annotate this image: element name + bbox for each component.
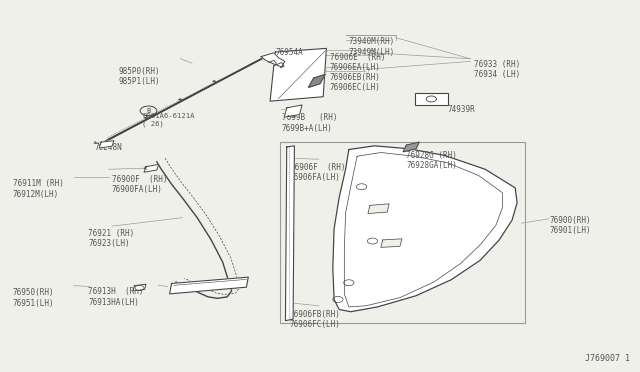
Text: 985P0(RH)
985P1(LH): 985P0(RH) 985P1(LH) — [118, 67, 160, 86]
Polygon shape — [381, 239, 402, 247]
Text: 76954A: 76954A — [275, 48, 303, 57]
Text: 76928G (RH)
76928GA(LH): 76928G (RH) 76928GA(LH) — [406, 151, 457, 170]
Polygon shape — [284, 105, 302, 117]
Text: 76906F  (RH)
76906FA(LH): 76906F (RH) 76906FA(LH) — [290, 163, 346, 182]
Text: 76906FB(RH)
76906FC(LH): 76906FB(RH) 76906FC(LH) — [290, 310, 340, 329]
Polygon shape — [99, 54, 270, 145]
Text: 76911M (RH)
76912M(LH): 76911M (RH) 76912M(LH) — [13, 179, 63, 199]
Polygon shape — [133, 284, 146, 291]
Text: B081A6-6121A
( 26): B081A6-6121A ( 26) — [142, 113, 195, 127]
Text: 76900(RH)
76901(LH): 76900(RH) 76901(LH) — [549, 216, 591, 235]
Polygon shape — [270, 48, 326, 101]
Polygon shape — [144, 164, 159, 172]
Text: 76921 (RH)
76923(LH): 76921 (RH) 76923(LH) — [88, 229, 134, 248]
Polygon shape — [403, 142, 419, 152]
Text: J769007 1: J769007 1 — [586, 354, 630, 363]
Polygon shape — [308, 74, 325, 87]
Polygon shape — [285, 146, 294, 321]
Text: 76900F  (RH)
76900FA(LH): 76900F (RH) 76900FA(LH) — [112, 175, 168, 194]
Text: B: B — [147, 108, 150, 114]
Polygon shape — [170, 277, 248, 294]
Text: 76248N: 76248N — [95, 143, 122, 152]
Polygon shape — [368, 204, 389, 214]
Polygon shape — [261, 53, 285, 67]
Polygon shape — [99, 141, 114, 148]
Text: 74939R: 74939R — [448, 105, 476, 114]
Text: 76906EB(RH)
76906EC(LH): 76906EB(RH) 76906EC(LH) — [330, 73, 380, 92]
Text: 7699B   (RH)
7699B+A(LH): 7699B (RH) 7699B+A(LH) — [282, 113, 337, 133]
Text: 76906E  (RH)
76906EA(LH): 76906E (RH) 76906EA(LH) — [330, 53, 385, 72]
Text: 76950(RH)
76951(LH): 76950(RH) 76951(LH) — [13, 288, 54, 308]
Text: 76933 (RH)
76934 (LH): 76933 (RH) 76934 (LH) — [474, 60, 520, 79]
FancyBboxPatch shape — [415, 93, 448, 105]
Polygon shape — [333, 146, 517, 312]
Text: 76913H  (RH)
76913HA(LH): 76913H (RH) 76913HA(LH) — [88, 287, 144, 307]
Text: 73940M(RH)
73949M(LH): 73940M(RH) 73949M(LH) — [349, 37, 395, 57]
